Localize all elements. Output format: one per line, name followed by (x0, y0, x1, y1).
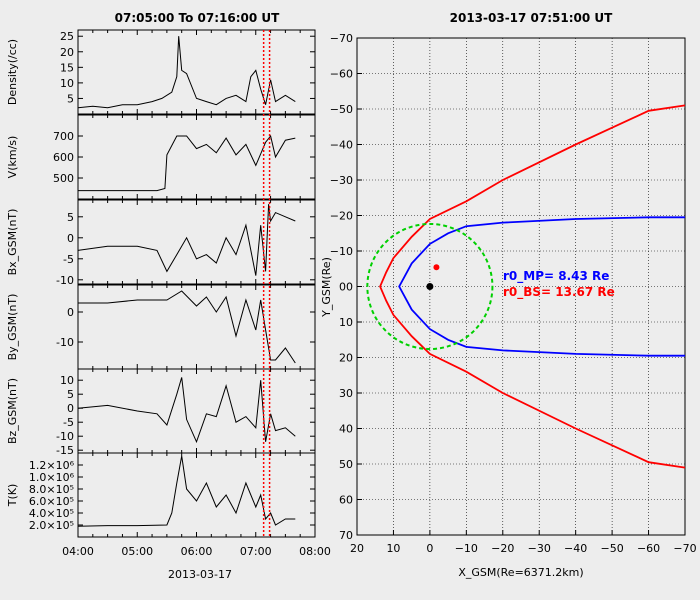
x-tick-label: −40 (564, 542, 587, 555)
y-axis-label: V(km/s) (6, 136, 19, 179)
y-tick-label: 15 (60, 61, 74, 74)
y-axis-label: Bz_GSM(nT) (6, 378, 19, 444)
y-tick-label: 5 (67, 388, 74, 401)
x-tick-label: 04:00 (62, 545, 94, 558)
y-axis-label: Bx_GSM(nT) (6, 209, 19, 276)
x-tick-label: 06:00 (181, 545, 213, 558)
y-tick-label: −30 (330, 174, 353, 187)
y-axis-label: T(K) (6, 484, 19, 508)
y-tick-label: -5 (63, 253, 74, 266)
x-tick-label: −70 (673, 542, 696, 555)
y-tick-label: 60 (339, 494, 353, 507)
x-tick-label: −50 (601, 542, 624, 555)
y-tick-label: 10 (60, 374, 74, 387)
x-tick-label: −10 (455, 542, 478, 555)
x-tick-label: −30 (528, 542, 551, 555)
orbit-circle (366, 222, 494, 351)
y-tick-label: 50 (339, 458, 353, 471)
x-tick-label: 10 (386, 542, 400, 555)
y-tick-label: −40 (330, 139, 353, 152)
y-tick-label: −70 (330, 32, 353, 45)
y-tick-label: 40 (339, 423, 353, 436)
satellite-marker (433, 264, 440, 271)
x-axis-label: X_GSM(Re=6371.2km) (458, 566, 583, 579)
y-tick-label: 5 (67, 211, 74, 224)
x-tick-label: −60 (637, 542, 660, 555)
y-tick-label: 4.0×10⁵ (29, 507, 74, 520)
series-line (78, 134, 296, 192)
y-tick-label: 0 (67, 232, 74, 245)
y-tick-label: −10 (330, 245, 353, 258)
y-tick-label: -5 (63, 416, 74, 429)
left-title: 07:05:00 To 07:16:00 UT (115, 11, 281, 25)
y-tick-label: 20 (60, 46, 74, 59)
date-label: 2013-03-17 (168, 568, 232, 581)
y-tick-label: 6.0×10⁵ (29, 495, 74, 508)
y-axis-label: Density(/cc) (6, 39, 19, 105)
bow-shock-curve (379, 104, 686, 469)
y-tick-label: 0 (67, 306, 74, 319)
x-tick-label: 0 (426, 542, 433, 555)
y-tick-label: 5 (67, 92, 74, 105)
y-tick-label: -10 (56, 336, 74, 349)
y-tick-label: 0 (67, 402, 74, 415)
x-tick-label: 08:00 (299, 545, 331, 558)
x-tick-label: 07:00 (240, 545, 272, 558)
y-axis-label: By_GSM(nT) (6, 294, 19, 361)
right-title: 2013-03-17 07:51:00 UT (450, 11, 614, 25)
left-panel-group: 07:05:00 To 07:16:00 UT510152025Density(… (6, 11, 331, 581)
y-tick-label: 00 (339, 281, 353, 294)
y-tick-label: 10 (60, 77, 74, 90)
y-tick-label: 2.0×10⁵ (29, 519, 74, 532)
y-tick-label: 1.0×10⁶ (29, 471, 75, 484)
series-line (77, 36, 296, 109)
panel-frame (77, 114, 316, 200)
y-tick-label: −20 (330, 210, 353, 223)
x-tick-label: 20 (350, 542, 364, 555)
panel-frame (77, 29, 316, 115)
panel-frame (77, 452, 316, 538)
magnetopause-curve (398, 216, 685, 357)
y-tick-label: 500 (53, 172, 74, 185)
y-tick-label: -10 (56, 274, 74, 287)
series-line (78, 290, 296, 364)
panel-frame (77, 284, 316, 370)
y-tick-label: 20 (339, 352, 353, 365)
panel-frame (77, 368, 316, 454)
panel-frame (77, 199, 316, 285)
y-tick-label: -15 (56, 444, 74, 457)
y-tick-label: 8.0×10⁵ (29, 483, 74, 496)
y-tick-label: −50 (330, 103, 353, 116)
y-tick-label: 600 (53, 151, 74, 164)
y-tick-label: 700 (53, 130, 74, 143)
y-tick-label: −60 (330, 68, 353, 81)
annotation-text: r0_MP= 8.43 Re (503, 269, 609, 284)
y-tick-label: 70 (339, 529, 353, 542)
y-axis-label: Y_GSM(Re) (320, 257, 333, 318)
y-tick-label: -10 (56, 430, 74, 443)
y-tick-label: 1.2×10⁶ (29, 459, 75, 472)
y-tick-label: 25 (60, 30, 74, 43)
y-tick-label: 10 (339, 316, 353, 329)
annotation-text: r0_BS= 13.67 Re (503, 285, 615, 300)
x-tick-label: −20 (491, 542, 514, 555)
earth-marker (426, 283, 434, 290)
x-tick-label: 05:00 (121, 545, 153, 558)
y-tick-label: 30 (339, 387, 353, 400)
